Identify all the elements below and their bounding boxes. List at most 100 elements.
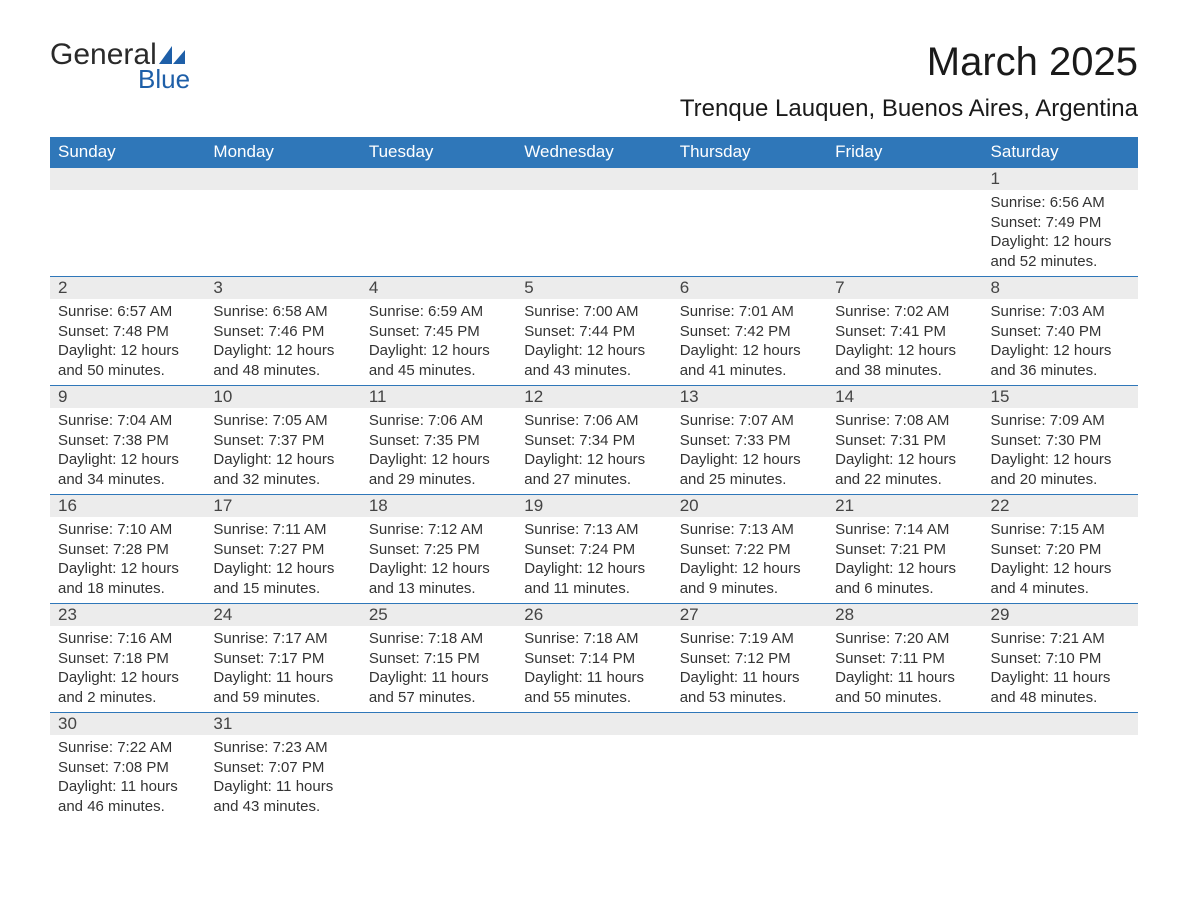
day-detail: Sunrise: 7:04 AMSunset: 7:38 PMDaylight:… — [50, 408, 205, 494]
calendar-cell: 23Sunrise: 7:16 AMSunset: 7:18 PMDayligh… — [50, 604, 205, 713]
calendar-cell: 17Sunrise: 7:11 AMSunset: 7:27 PMDayligh… — [205, 495, 360, 604]
sunset-text: Sunset: 7:40 PM — [991, 322, 1130, 342]
day-number: 22 — [983, 495, 1138, 517]
day-header: Sunday — [50, 137, 205, 168]
calendar-cell: 14Sunrise: 7:08 AMSunset: 7:31 PMDayligh… — [827, 386, 982, 495]
day-header-row: SundayMondayTuesdayWednesdayThursdayFrid… — [50, 137, 1138, 168]
day-number: 24 — [205, 604, 360, 626]
sunset-text: Sunset: 7:28 PM — [58, 540, 197, 560]
calendar-cell: 3Sunrise: 6:58 AMSunset: 7:46 PMDaylight… — [205, 277, 360, 386]
calendar-cell — [983, 713, 1138, 822]
calendar-cell — [672, 713, 827, 822]
day-number: 29 — [983, 604, 1138, 626]
daylight-text: Daylight: 12 hours and 6 minutes. — [835, 559, 974, 598]
day-number: 2 — [50, 277, 205, 299]
calendar-week: 9Sunrise: 7:04 AMSunset: 7:38 PMDaylight… — [50, 386, 1138, 495]
sunset-text: Sunset: 7:14 PM — [524, 649, 663, 669]
day-number: 23 — [50, 604, 205, 626]
day-header: Tuesday — [361, 137, 516, 168]
sunrise-text: Sunrise: 7:12 AM — [369, 520, 508, 540]
location-subtitle: Trenque Lauquen, Buenos Aires, Argentina — [680, 95, 1138, 123]
daylight-text: Daylight: 12 hours and 22 minutes. — [835, 450, 974, 489]
daylight-text: Daylight: 12 hours and 9 minutes. — [680, 559, 819, 598]
calendar-cell: 1Sunrise: 6:56 AMSunset: 7:49 PMDaylight… — [983, 168, 1138, 277]
calendar-table: SundayMondayTuesdayWednesdayThursdayFrid… — [50, 137, 1138, 821]
calendar-cell — [827, 713, 982, 822]
sunset-text: Sunset: 7:41 PM — [835, 322, 974, 342]
day-number: 20 — [672, 495, 827, 517]
calendar-cell: 9Sunrise: 7:04 AMSunset: 7:38 PMDaylight… — [50, 386, 205, 495]
sunset-text: Sunset: 7:45 PM — [369, 322, 508, 342]
day-header: Friday — [827, 137, 982, 168]
calendar-cell: 18 Sunrise: 7:12 AMSunset: 7:25 PMDayligh… — [361, 495, 516, 604]
sunrise-text: Sunrise: 7:21 AM — [991, 629, 1130, 649]
calendar-cell: 22Sunrise: 7:15 AMSunset: 7:20 PMDayligh… — [983, 495, 1138, 604]
day-number: 7 — [827, 277, 982, 299]
calendar-cell: 16Sunrise: 7:10 AMSunset: 7:28 PMDayligh… — [50, 495, 205, 604]
daylight-text: Daylight: 11 hours and 59 minutes. — [213, 668, 352, 707]
calendar-week: 1Sunrise: 6:56 AMSunset: 7:49 PMDaylight… — [50, 168, 1138, 277]
calendar-cell — [50, 168, 205, 277]
day-detail: Sunrise: 6:58 AMSunset: 7:46 PMDaylight:… — [205, 299, 360, 385]
sunset-text: Sunset: 7:21 PM — [835, 540, 974, 560]
day-detail: Sunrise: 6:57 AMSunset: 7:48 PMDaylight:… — [50, 299, 205, 385]
day-detail: Sunrise: 7:03 AMSunset: 7:40 PMDaylight:… — [983, 299, 1138, 385]
sunset-text: Sunset: 7:17 PM — [213, 649, 352, 669]
daylight-text: Daylight: 11 hours and 50 minutes. — [835, 668, 974, 707]
daylight-text: Daylight: 12 hours and 32 minutes. — [213, 450, 352, 489]
sunrise-text: Sunrise: 7:00 AM — [524, 302, 663, 322]
day-detail: Sunrise: 7:08 AMSunset: 7:31 PMDaylight:… — [827, 408, 982, 494]
sunrise-text: Sunrise: 7:03 AM — [991, 302, 1130, 322]
sunrise-text: Sunrise: 7:18 AM — [524, 629, 663, 649]
calendar-cell: 15Sunrise: 7:09 AMSunset: 7:30 PMDayligh… — [983, 386, 1138, 495]
sunrise-text: Sunrise: 7:07 AM — [680, 411, 819, 431]
sunrise-text: Sunrise: 7:19 AM — [680, 629, 819, 649]
day-detail: Sunrise: 7:01 AMSunset: 7:42 PMDaylight:… — [672, 299, 827, 385]
sunset-text: Sunset: 7:27 PM — [213, 540, 352, 560]
day-detail: Sunrise: 7:19 AMSunset: 7:12 PMDaylight:… — [672, 626, 827, 712]
sunset-text: Sunset: 7:48 PM — [58, 322, 197, 342]
daylight-text: Daylight: 11 hours and 57 minutes. — [369, 668, 508, 707]
daylight-text: Daylight: 11 hours and 53 minutes. — [680, 668, 819, 707]
day-number: 11 — [361, 386, 516, 408]
day-detail: Sunrise: 6:56 AMSunset: 7:49 PMDaylight:… — [983, 190, 1138, 276]
sunset-text: Sunset: 7:25 PM — [369, 540, 508, 560]
calendar-cell — [361, 168, 516, 277]
daylight-text: Daylight: 12 hours and 50 minutes. — [58, 341, 197, 380]
sunrise-text: Sunrise: 7:15 AM — [991, 520, 1130, 540]
day-detail: Sunrise: 7:13 AMSunset: 7:24 PMDaylight:… — [516, 517, 671, 603]
daylight-text: Daylight: 12 hours and 11 minutes. — [524, 559, 663, 598]
calendar-week: 2Sunrise: 6:57 AMSunset: 7:48 PMDaylight… — [50, 277, 1138, 386]
calendar-cell — [516, 713, 671, 822]
calendar-cell: 30Sunrise: 7:22 AMSunset: 7:08 PMDayligh… — [50, 713, 205, 822]
sunset-text: Sunset: 7:33 PM — [680, 431, 819, 451]
calendar-cell: 26Sunrise: 7:18 AMSunset: 7:14 PMDayligh… — [516, 604, 671, 713]
daylight-text: Daylight: 12 hours and 13 minutes. — [369, 559, 508, 598]
sunrise-text: Sunrise: 7:22 AM — [58, 738, 197, 758]
calendar-cell — [361, 713, 516, 822]
day-detail: Sunrise: 7:21 AMSunset: 7:10 PMDaylight:… — [983, 626, 1138, 712]
page-title: March 2025 — [680, 40, 1138, 85]
daylight-text: Daylight: 12 hours and 29 minutes. — [369, 450, 508, 489]
calendar-cell: 13Sunrise: 7:07 AMSunset: 7:33 PMDayligh… — [672, 386, 827, 495]
day-number: 8 — [983, 277, 1138, 299]
sunset-text: Sunset: 7:08 PM — [58, 758, 197, 778]
sunset-text: Sunset: 7:12 PM — [680, 649, 819, 669]
sunset-text: Sunset: 7:44 PM — [524, 322, 663, 342]
day-detail: Sunrise: 7:09 AMSunset: 7:30 PMDaylight:… — [983, 408, 1138, 494]
day-number: 21 — [827, 495, 982, 517]
day-detail: Sunrise: 7:18 AMSunset: 7:14 PMDaylight:… — [516, 626, 671, 712]
sunrise-text: Sunrise: 7:17 AM — [213, 629, 352, 649]
calendar-cell: 4Sunrise: 6:59 AMSunset: 7:45 PMDaylight… — [361, 277, 516, 386]
day-detail: Sunrise: 6:59 AMSunset: 7:45 PMDaylight:… — [361, 299, 516, 385]
sunset-text: Sunset: 7:18 PM — [58, 649, 197, 669]
sunset-text: Sunset: 7:15 PM — [369, 649, 508, 669]
day-number: 18 — [361, 495, 516, 517]
day-header: Saturday — [983, 137, 1138, 168]
day-detail: Sunrise: 7:14 AMSunset: 7:21 PMDaylight:… — [827, 517, 982, 603]
daylight-text: Daylight: 12 hours and 43 minutes. — [524, 341, 663, 380]
day-number: 19 — [516, 495, 671, 517]
calendar-cell: 10Sunrise: 7:05 AMSunset: 7:37 PMDayligh… — [205, 386, 360, 495]
day-header: Thursday — [672, 137, 827, 168]
sunset-text: Sunset: 7:20 PM — [991, 540, 1130, 560]
